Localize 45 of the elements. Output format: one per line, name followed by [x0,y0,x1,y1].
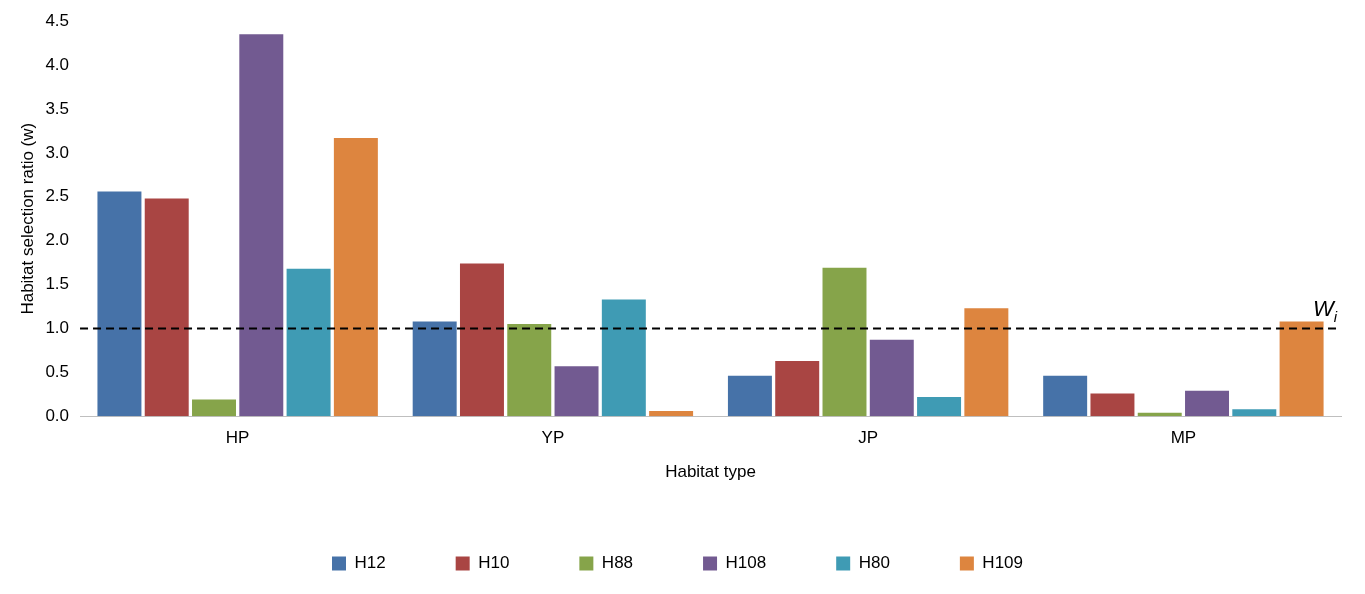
bar [869,339,914,417]
bar [1232,409,1277,417]
bar [144,198,189,417]
bar [507,324,552,417]
bar [917,396,962,417]
bar [1090,393,1135,417]
y-tick-label: 1.0 [45,318,70,338]
y-tick-label: 3.0 [45,142,70,162]
bar [1279,321,1324,417]
x-tick-label: YP [541,428,565,448]
y-tick-label: 3.5 [45,98,70,118]
bar [822,267,867,417]
y-tick-label: 0.5 [45,362,70,381]
bar [1043,375,1088,417]
bar [649,410,694,417]
legend-label: H10 [478,553,510,573]
legend-label: H12 [354,553,386,573]
x-axis-title: Habitat type [665,462,756,482]
x-tick-label: JP [858,428,879,448]
x-tick-label: MP [1170,428,1197,448]
x-tick-label: HP [225,428,250,448]
bar [459,263,504,417]
y-tick-label: 1.5 [45,274,70,294]
y-tick-label: 0.0 [45,405,70,425]
y-tick-label: 4.0 [45,54,70,74]
legend-label: H80 [858,553,890,573]
bar [1185,390,1230,417]
bar [192,399,236,417]
y-tick-label: 2.0 [45,230,70,250]
y-axis-title: Habitat selection ratio (w) [17,122,37,315]
bar [964,308,1009,417]
y-tick-label: 2.5 [45,186,70,206]
legend-label: H88 [601,553,634,573]
bar [554,366,599,417]
bar [239,34,284,417]
bar [412,321,457,417]
bar [286,268,331,417]
y-tick-label: 4.5 [45,10,70,30]
bar [97,191,142,417]
bar [601,299,646,417]
bar [775,360,820,417]
legend-label: H109 [982,553,1024,573]
legend-label: H108 [725,553,767,573]
bar [333,137,378,417]
bar [727,375,772,417]
